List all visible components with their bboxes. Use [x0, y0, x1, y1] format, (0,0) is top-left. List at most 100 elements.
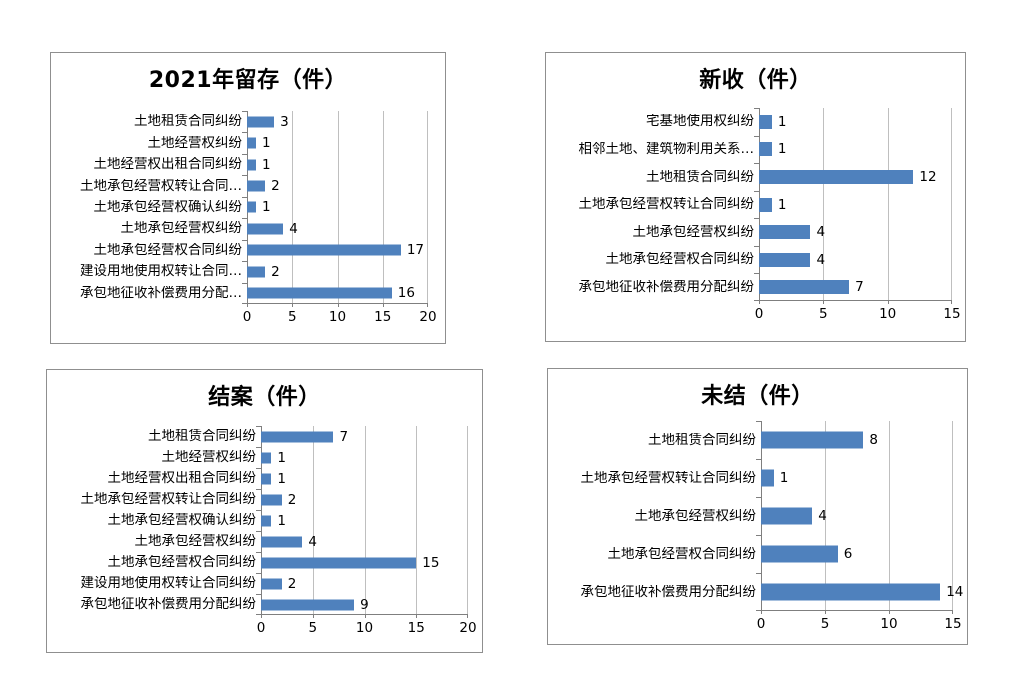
chart-row: 土地承包经营权转让合同纠纷 1: [546, 191, 952, 219]
chart-row: 宅基地使用权纠纷 1: [546, 108, 952, 136]
bar: [261, 599, 355, 610]
bar-track: 4: [759, 246, 952, 274]
chart-row: 承包地征收补偿费用分配纠纷 7: [546, 273, 952, 301]
category-label: 土地承包经营权纠纷: [120, 221, 243, 237]
x-tick-mark: [952, 611, 953, 614]
category-label: 土地承包经营权纠纷: [634, 508, 757, 524]
bar-track: 3: [247, 111, 428, 132]
bar: [247, 137, 257, 149]
chart-row: 土地承包经营权合同纠纷 17: [51, 240, 428, 261]
category-label: 建设用地使用权转让合同纠纷: [80, 576, 257, 591]
x-axis: 0 5 10 15: [755, 301, 961, 341]
x-tick-label: 15: [407, 620, 425, 636]
chart-panel-retained-2021: 2021年留存（件） 土地租赁合同纠纷 3 土地经营权纠纷 1 土地经营权出租合同纠纷 1…: [50, 52, 446, 344]
chart-title: 2021年留存（件）: [148, 68, 348, 93]
bar: [247, 223, 284, 235]
bar: [761, 431, 864, 449]
bar-track: 12: [759, 163, 952, 191]
category-label: 土地承包经营权确认纠纷: [107, 513, 257, 528]
bar: [247, 180, 266, 192]
value-label: 4: [818, 508, 827, 524]
x-tick-label: 0: [756, 616, 766, 632]
x-tick-mark: [292, 304, 294, 307]
bar: [261, 494, 282, 505]
bar: [761, 507, 813, 525]
chart-row: 建设用地使用权转让合同纠纷 2: [47, 573, 468, 594]
chart-row: 土地承包经营权确认纠纷 1: [47, 510, 468, 531]
x-tick-mark: [416, 615, 418, 618]
bar: [759, 197, 772, 212]
bar-rows: 宅基地使用权纠纷 1 相邻土地、建筑物利用关系… 1 土地租赁合同纠纷 12 土地承包经营权…: [546, 108, 952, 301]
chart-row: 土地租赁合同纠纷 7: [47, 426, 468, 447]
value-label: 7: [339, 428, 349, 445]
value-label: 15: [422, 554, 440, 571]
bar: [261, 452, 272, 463]
value-label: 2: [287, 491, 297, 508]
bar: [261, 536, 303, 547]
value-label: 1: [277, 470, 286, 487]
bar-track: 2: [261, 489, 468, 510]
chart-row: 土地经营权纠纷 1: [51, 132, 428, 153]
x-tick-label: 10: [880, 616, 898, 632]
value-label: 3: [280, 113, 289, 130]
bar: [761, 469, 774, 487]
x-tick-label: 5: [819, 306, 828, 322]
category-label: 土地承包经营权合同纠纷: [605, 252, 755, 268]
chart-row: 土地承包经营权确认纠纷 1: [51, 197, 428, 218]
category-label: 宅基地使用权纠纷: [646, 114, 754, 130]
bar-track: 1: [759, 191, 952, 219]
bar: [247, 116, 275, 128]
x-tick-label: 15: [944, 616, 962, 632]
bar-track: 4: [247, 218, 428, 239]
category-label: 土地承包经营权转让合同…: [80, 178, 242, 194]
x-tick-mark: [427, 304, 428, 307]
chart-row: 土地承包经营权纠纷 4: [51, 218, 428, 239]
bar: [247, 266, 266, 278]
x-tick-mark: [951, 301, 952, 304]
chart-row: 承包地征收补偿费用分配… 16: [51, 283, 428, 304]
bar-track: 9: [261, 594, 468, 615]
bar-track: 1: [247, 154, 428, 175]
bar: [759, 280, 850, 295]
category-label: 土地承包经营权纠纷: [632, 224, 755, 240]
value-label: 1: [262, 199, 271, 216]
chart-title: 未结（件）: [701, 384, 814, 409]
bar-track: 2: [247, 261, 428, 282]
category-label: 土地租赁合同纠纷: [134, 114, 242, 130]
category-label: 土地经营权出租合同纠纷: [93, 157, 243, 173]
value-label: 1: [779, 470, 789, 486]
value-label: 4: [816, 251, 826, 268]
chart-row: 土地经营权出租合同纠纷 1: [47, 468, 468, 489]
category-label: 土地承包经营权确认纠纷: [93, 200, 243, 215]
bar: [261, 557, 417, 568]
bar: [761, 583, 941, 601]
x-tick-mark: [824, 611, 826, 614]
x-tick-label: 15: [943, 306, 961, 322]
category-label: 土地经营权出租合同纠纷: [107, 471, 257, 486]
bar: [261, 473, 272, 484]
x-tick-mark: [823, 301, 825, 304]
bar: [261, 515, 272, 526]
bar-track: 14: [761, 573, 963, 611]
chart-row: 土地租赁合同纠纷 8: [548, 421, 953, 459]
x-axis: 0 5 10 15: [757, 611, 962, 644]
category-label: 建设用地使用权转让合同…: [80, 264, 242, 280]
bar: [759, 252, 811, 267]
bar: [247, 201, 257, 213]
bar-track: 1: [247, 197, 428, 218]
bar-track: 15: [261, 552, 468, 573]
value-label: 4: [816, 224, 826, 241]
bar: [261, 431, 334, 442]
bar-chart-plot: 土地租赁合同纠纷 3 土地经营权纠纷 1 土地经营权出租合同纠纷 1 土地承包经营权转让合同…: [51, 111, 445, 343]
bar-track: 2: [261, 573, 468, 594]
chart-row: 土地承包经营权转让合同纠纷 2: [47, 489, 468, 510]
value-label: 17: [406, 242, 425, 259]
bar-track: 7: [261, 426, 468, 447]
value-label: 8: [869, 432, 878, 448]
value-label: 1: [262, 156, 271, 173]
x-tick-label: 10: [328, 309, 347, 325]
x-tick-label: 15: [374, 309, 392, 325]
x-tick-label: 10: [355, 620, 374, 636]
category-label: 承包地征收补偿费用分配纠纷: [578, 279, 755, 295]
bar: [247, 159, 257, 171]
